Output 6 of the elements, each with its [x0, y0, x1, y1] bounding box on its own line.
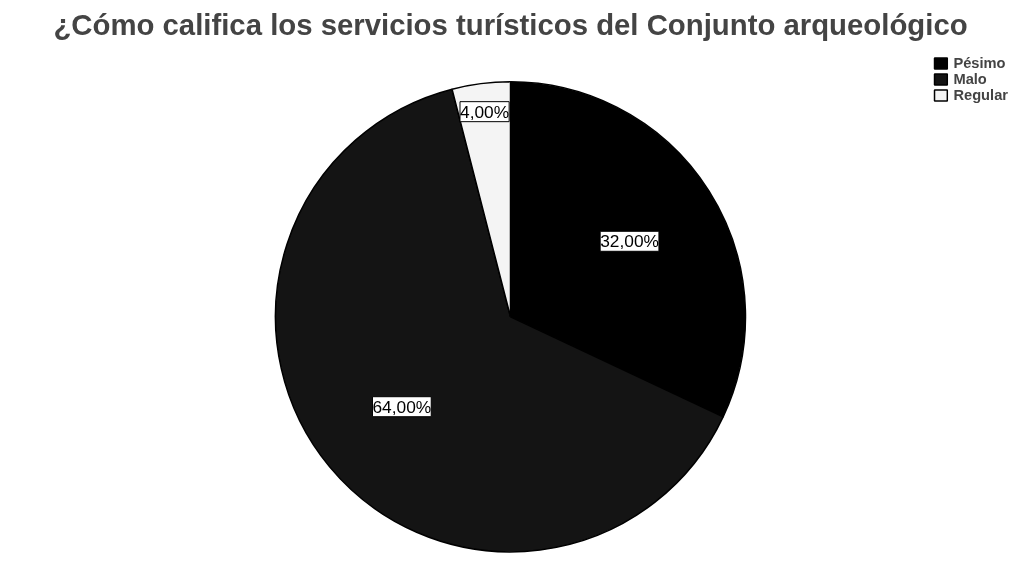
- data-label: 4,00%: [460, 101, 510, 122]
- data-label: 64,00%: [372, 396, 432, 417]
- chart-title: ¿Cómo califica los servicios turísticos del Conjunto arqueológico: [53, 7, 968, 41]
- legend-label: Malo: [953, 71, 987, 87]
- legend-label: Regular: [953, 87, 1008, 103]
- legend-label: Pésimo: [953, 55, 1006, 71]
